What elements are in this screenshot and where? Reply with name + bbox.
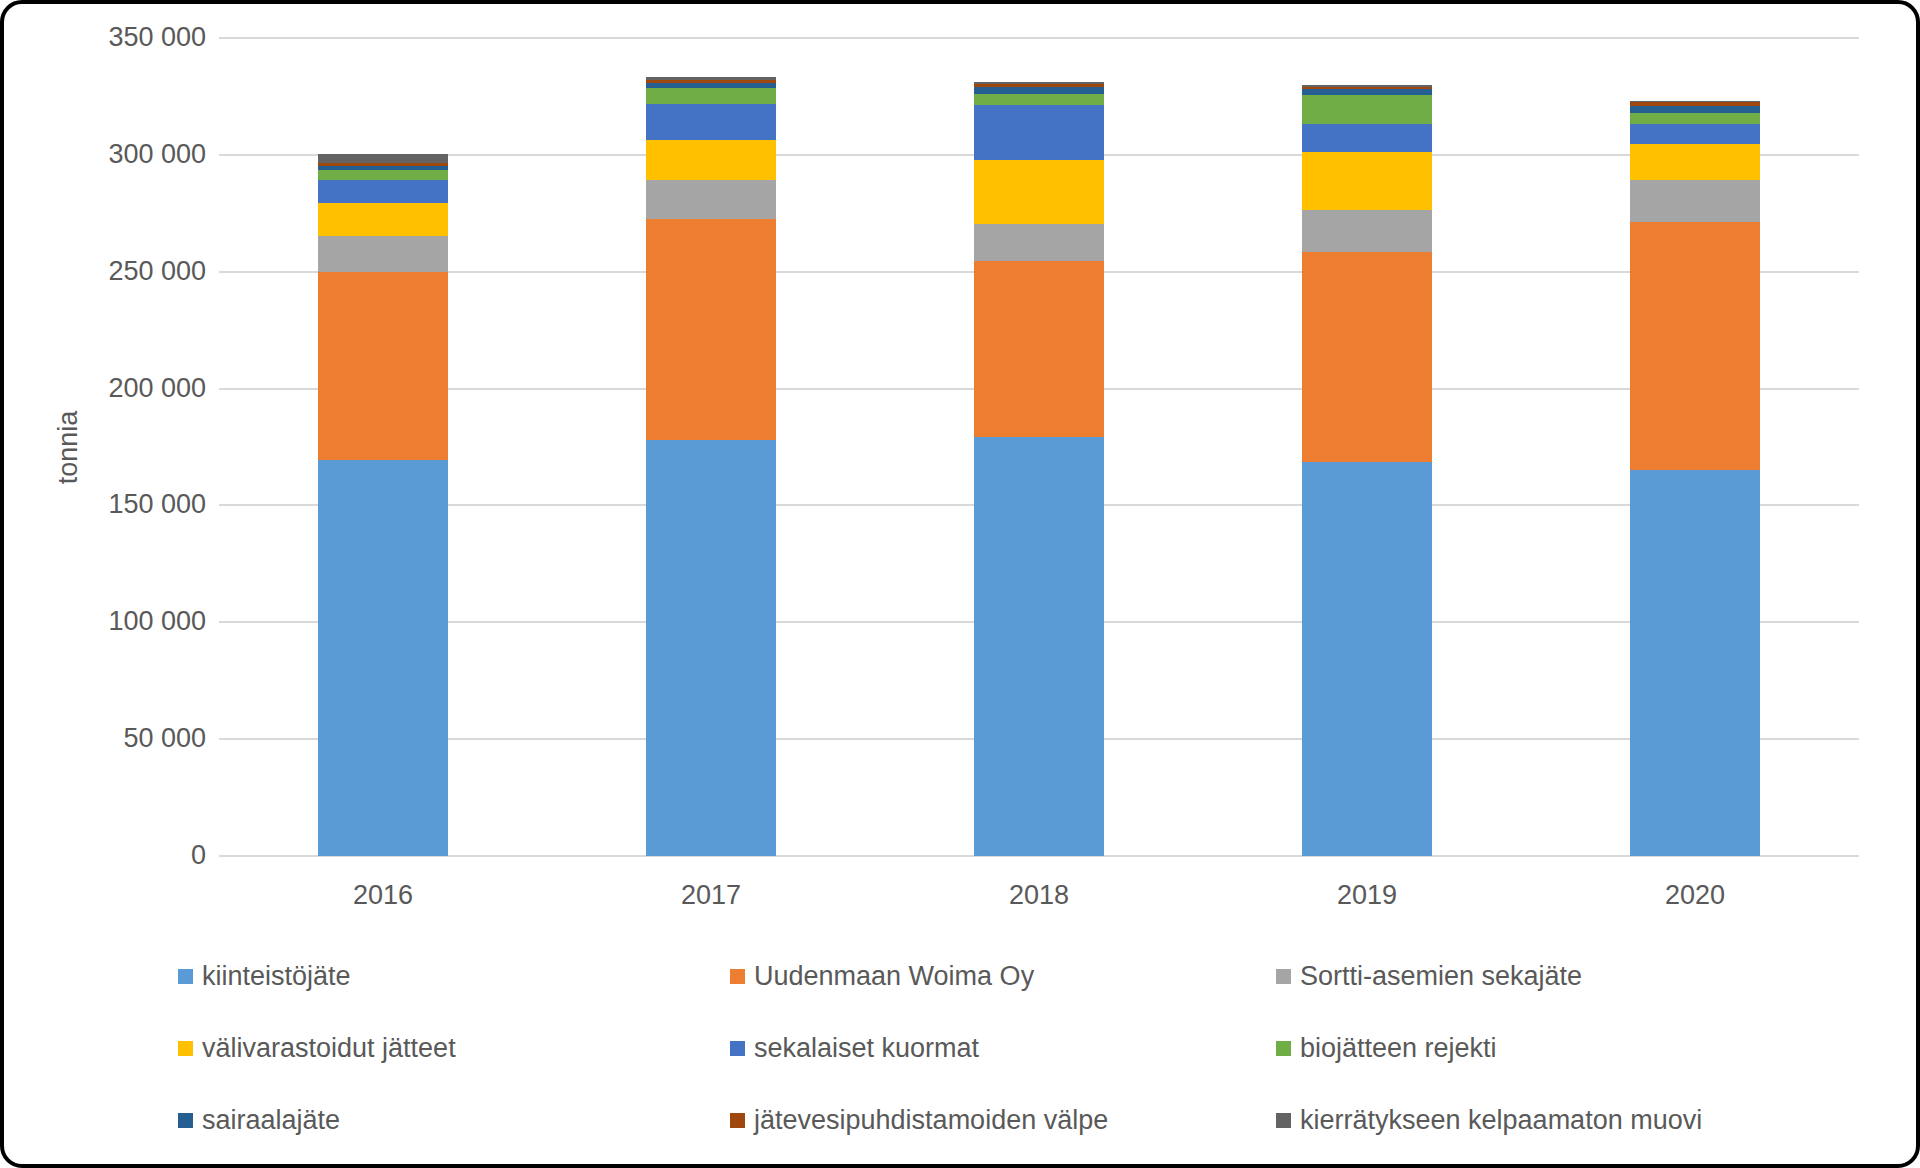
legend-swatch-icon [730, 1041, 745, 1056]
bar-segment-2018-series-8 [974, 82, 1104, 84]
bar-segment-2016-series-4 [318, 180, 448, 202]
bar-segment-2017-series-8 [646, 77, 776, 80]
y-tick-label: 100 000 [36, 608, 206, 635]
bar-segment-2016-series-2 [318, 236, 448, 272]
bar-segment-2017-series-3 [646, 140, 776, 181]
bar-segment-2019-series-6 [1302, 89, 1432, 94]
legend-item-5: biojätteen rejekti [1276, 1033, 1497, 1063]
legend-item-4: sekalaiset kuormat [730, 1033, 979, 1063]
bar-segment-2017-series-2 [646, 180, 776, 219]
legend-item-1: Uudenmaan Woima Oy [730, 961, 1034, 991]
legend-swatch-icon [730, 1113, 745, 1128]
bar-segment-2016-series-8 [318, 154, 448, 163]
legend-item-7: jätevesipuhdistamoiden välpe [730, 1105, 1108, 1135]
bar-segment-2016-series-7 [318, 163, 448, 166]
legend-label: kierrätykseen kelpaamaton muovi [1300, 1105, 1702, 1135]
bar-segment-2018-series-1 [974, 261, 1104, 437]
bar-segment-2018-series-7 [974, 84, 1104, 87]
legend-swatch-icon [1276, 969, 1291, 984]
legend-label: jätevesipuhdistamoiden välpe [754, 1105, 1108, 1135]
legend-swatch-icon [178, 1113, 193, 1128]
legend-label: kiinteistöjäte [202, 961, 351, 991]
bar-segment-2019-series-4 [1302, 124, 1432, 152]
legend-swatch-icon [1276, 1113, 1291, 1128]
legend-swatch-icon [178, 1041, 193, 1056]
legend-item-8: kierrätykseen kelpaamaton muovi [1276, 1105, 1702, 1135]
bar-segment-2018-series-2 [974, 224, 1104, 261]
y-tick-label: 0 [36, 842, 206, 869]
legend-swatch-icon [178, 969, 193, 984]
bar-segment-2020-series-1 [1630, 222, 1760, 470]
bar-segment-2018-series-6 [974, 87, 1104, 94]
bar-segment-2019-series-3 [1302, 152, 1432, 210]
bar-segment-2020-series-0 [1630, 470, 1760, 856]
bar-segment-2020-series-5 [1630, 113, 1760, 123]
bar-segment-2016-series-3 [318, 203, 448, 236]
bar-segment-2018-series-4 [974, 105, 1104, 159]
bar-segment-2019-series-0 [1302, 462, 1432, 856]
legend-swatch-icon [730, 969, 745, 984]
y-tick-label: 350 000 [36, 24, 206, 51]
x-tick-label: 2020 [1595, 882, 1795, 909]
bar-segment-2018-series-3 [974, 160, 1104, 224]
legend-swatch-icon [1276, 1041, 1291, 1056]
legend-label: Sortti-asemien sekajäte [1300, 961, 1582, 991]
bar-segment-2020-series-8 [1630, 101, 1760, 102]
legend-item-0: kiinteistöjäte [178, 961, 351, 991]
bar-segment-2017-series-6 [646, 83, 776, 88]
legend-label: sekalaiset kuormat [754, 1033, 979, 1063]
y-axis-title: tonnia [53, 411, 84, 485]
y-tick-label: 200 000 [36, 375, 206, 402]
x-tick-label: 2016 [283, 882, 483, 909]
x-tick-label: 2019 [1267, 882, 1467, 909]
legend-item-2: Sortti-asemien sekajäte [1276, 961, 1582, 991]
bar-segment-2017-series-1 [646, 219, 776, 440]
bar-segment-2016-series-6 [318, 166, 448, 171]
bar-segment-2019-series-7 [1302, 87, 1432, 90]
bar-segment-2020-series-4 [1630, 124, 1760, 144]
bar-segment-2016-series-0 [318, 460, 448, 856]
legend-label: välivarastoidut jätteet [202, 1033, 456, 1063]
legend-label: biojätteen rejekti [1300, 1033, 1497, 1063]
bar-segment-2016-series-1 [318, 272, 448, 460]
bar-segment-2017-series-5 [646, 88, 776, 104]
bar-segment-2020-series-2 [1630, 180, 1760, 222]
legend-label: Uudenmaan Woima Oy [754, 961, 1034, 991]
bar-segment-2019-series-1 [1302, 252, 1432, 462]
legend-label: sairaalajäte [202, 1105, 340, 1135]
legend-item-3: välivarastoidut jätteet [178, 1033, 456, 1063]
bar-segment-2018-series-0 [974, 437, 1104, 856]
x-tick-label: 2017 [611, 882, 811, 909]
bar-segment-2017-series-7 [646, 80, 776, 83]
bar-segment-2020-series-3 [1630, 144, 1760, 181]
chart-frame: 0 50 000 100 000 150 000 200 000 250 000 300 0… [0, 0, 1920, 1168]
bar-segment-2017-series-4 [646, 104, 776, 140]
y-tick-label: 150 000 [36, 491, 206, 518]
bar-segment-2018-series-5 [974, 94, 1104, 106]
bar-segment-2019-series-5 [1302, 95, 1432, 124]
bar-segment-2019-series-8 [1302, 85, 1432, 87]
bar-segment-2017-series-0 [646, 440, 776, 856]
bar-segment-2020-series-6 [1630, 106, 1760, 114]
y-tick-label: 300 000 [36, 141, 206, 168]
legend-item-6: sairaalajäte [178, 1105, 340, 1135]
bar-segment-2020-series-7 [1630, 102, 1760, 105]
x-tick-label: 2018 [939, 882, 1139, 909]
y-tick-label: 250 000 [36, 258, 206, 285]
gridline [219, 37, 1859, 39]
y-tick-label: 50 000 [36, 725, 206, 752]
bar-segment-2016-series-5 [318, 170, 448, 180]
bar-segment-2019-series-2 [1302, 210, 1432, 252]
